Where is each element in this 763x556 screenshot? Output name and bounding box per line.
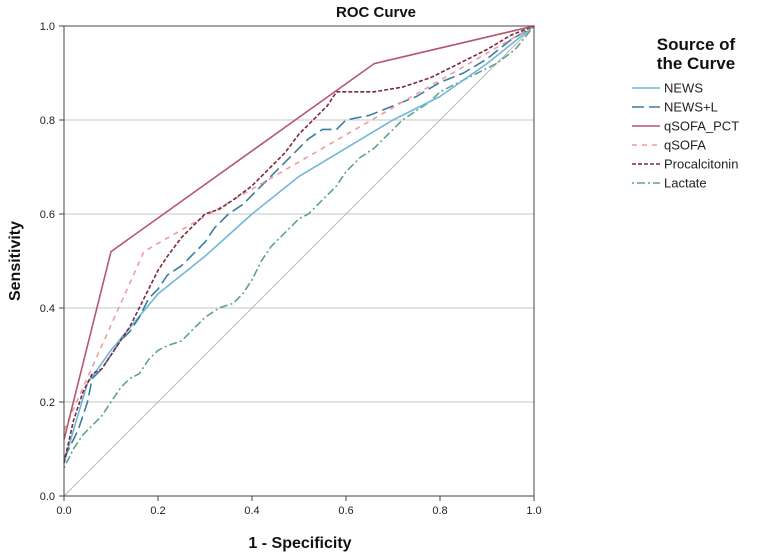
legend-title-line2: the Curve bbox=[657, 54, 735, 73]
y-tick-label: 0.6 bbox=[40, 209, 55, 221]
x-tick-label: 0.0 bbox=[56, 505, 71, 517]
x-tick-label: 0.2 bbox=[150, 505, 165, 517]
y-tick-label: 0.2 bbox=[40, 397, 55, 409]
series-line-news bbox=[63, 25, 535, 464]
series-line-lactate bbox=[63, 25, 535, 469]
gridlines bbox=[64, 25, 534, 403]
y-axis-label: Sensitivity bbox=[7, 221, 24, 301]
x-tick-label: 0.6 bbox=[338, 505, 353, 517]
x-tick-label: 0.4 bbox=[244, 505, 259, 517]
legend-title-line1: Source of bbox=[657, 35, 736, 54]
series-line-reference bbox=[63, 25, 535, 497]
chart-title: ROC Curve bbox=[336, 4, 416, 21]
y-tick-label: 1.0 bbox=[40, 21, 55, 33]
legend-label: NEWS+L bbox=[664, 100, 718, 115]
x-tick-label: 0.8 bbox=[432, 505, 447, 517]
series-line-qsofa-pct bbox=[63, 25, 535, 440]
axes: 0.0 0.2 0.4 0.6 0.8 1.0 0.0 0.2 0.4 0.6 0.8 1.0 bbox=[40, 21, 542, 517]
legend-label: qSOFA bbox=[664, 138, 706, 153]
series-line-procalcitonin bbox=[63, 25, 535, 464]
legend-label: Lactate bbox=[664, 176, 707, 191]
legend: Source of the Curve NEWS NEWS+L qSOFA_PCTq… bbox=[632, 35, 739, 191]
legend-label: qSOFA_PCT bbox=[664, 119, 739, 134]
legend-label: Procalcitonin bbox=[664, 157, 738, 172]
y-tick-label: 0.8 bbox=[40, 115, 55, 127]
series-line-news-l bbox=[63, 25, 535, 459]
y-tick-label: 0.4 bbox=[40, 303, 55, 315]
x-axis-label: 1 - Specificity bbox=[248, 535, 351, 552]
plot-frame bbox=[63, 25, 535, 497]
x-tick-label: 1.0 bbox=[526, 505, 541, 517]
series-layer bbox=[63, 25, 535, 497]
series-line-qsofa bbox=[63, 25, 535, 431]
y-tick-label: 0.0 bbox=[40, 491, 55, 503]
legend-label: NEWS bbox=[664, 81, 703, 96]
